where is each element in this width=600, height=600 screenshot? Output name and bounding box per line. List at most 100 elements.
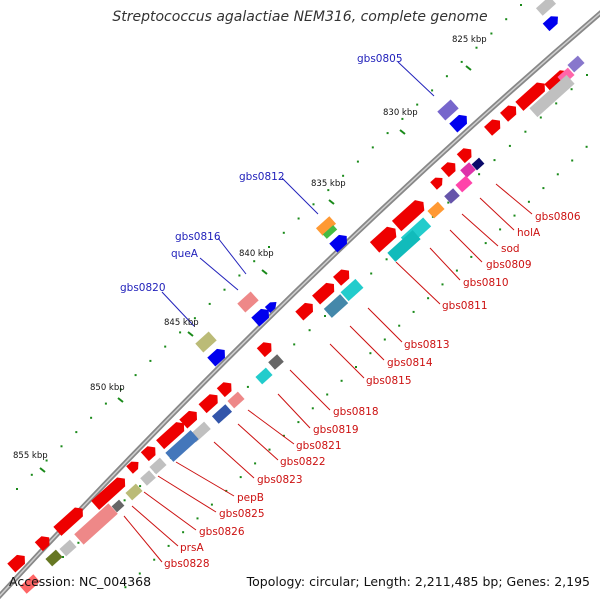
- gene-label-gbs0809[interactable]: gbs0809: [486, 259, 532, 271]
- gene-label-gbs0816[interactable]: gbs0816: [175, 231, 221, 243]
- scale-tick: [484, 242, 487, 245]
- gene-label-gbs0810[interactable]: gbs0810: [463, 277, 509, 289]
- scale-major-tick: [328, 199, 335, 205]
- scale-tick: [139, 485, 142, 488]
- gene-label-gbs0815[interactable]: gbs0815: [366, 375, 412, 387]
- scale-label-825: 825 kbp: [452, 35, 487, 45]
- leader-line: [217, 237, 247, 275]
- gene-label-gbs0823[interactable]: gbs0823: [257, 474, 303, 486]
- gene-block: [74, 503, 118, 545]
- gene-block: [149, 457, 167, 475]
- cds-arrow: [430, 177, 443, 190]
- leader-line: [461, 213, 499, 247]
- leader-line: [161, 291, 195, 327]
- scale-tick: [119, 388, 122, 391]
- scale-tick: [455, 269, 458, 272]
- gene-label-pepB[interactable]: pepB: [237, 492, 264, 504]
- gene-label-gbs0805[interactable]: gbs0805: [357, 53, 403, 65]
- cds-arrow: [34, 536, 50, 552]
- gene-arrow: [264, 301, 277, 313]
- scale-tick: [149, 359, 152, 362]
- scale-tick: [225, 489, 228, 492]
- scale-tick: [499, 228, 502, 231]
- scale-label-845: 845 kbp: [164, 318, 199, 328]
- cds-arrow: [312, 282, 335, 305]
- gene-block: [165, 430, 199, 462]
- gene-label-queA[interactable]: queA: [171, 248, 199, 260]
- leader-line: [175, 461, 235, 497]
- scale-tick: [520, 4, 522, 6]
- cds-arrow: [500, 105, 517, 122]
- gene-label-gbs0818[interactable]: gbs0818: [333, 406, 379, 418]
- scale-label-855: 855 kbp: [13, 451, 48, 461]
- scale-tick: [282, 434, 285, 437]
- scale-tick: [16, 488, 18, 490]
- scale-tick: [369, 352, 372, 355]
- genome-backbone: [0, 10, 600, 600]
- gene-label-prsA[interactable]: prsA: [180, 542, 204, 554]
- gene-label-gbs0806[interactable]: gbs0806: [535, 211, 581, 223]
- leader-line: [449, 229, 483, 263]
- gene-label-gbs0825[interactable]: gbs0825: [219, 508, 265, 520]
- scale-tick: [90, 416, 93, 419]
- gene-label-holA[interactable]: holA: [517, 227, 541, 239]
- cds-arrow: [156, 422, 185, 450]
- scale-tick: [223, 288, 226, 291]
- scale-tick: [342, 174, 345, 177]
- gene-label-gbs0819[interactable]: gbs0819: [313, 424, 359, 436]
- gene-label-gbs0812[interactable]: gbs0812: [239, 171, 285, 183]
- scale-tick: [164, 345, 167, 348]
- gene-label-gbs0811[interactable]: gbs0811: [442, 300, 488, 312]
- leader-line: [247, 409, 295, 445]
- gene-block: [227, 391, 245, 409]
- gene-label-gbs0828[interactable]: gbs0828: [164, 558, 210, 570]
- cds-arrow: [484, 119, 501, 136]
- cds-arrow: [391, 200, 425, 232]
- gene-block: [387, 230, 421, 262]
- gene-label-gbs0814[interactable]: gbs0814: [387, 357, 433, 369]
- gene-block: [340, 278, 364, 302]
- leader-line: [479, 197, 515, 231]
- scale-tick: [182, 531, 185, 534]
- scale-tick: [45, 459, 48, 462]
- gene-label-gbs0820[interactable]: gbs0820: [120, 282, 166, 294]
- gene-block: [19, 574, 41, 594]
- gene-block: [315, 216, 337, 236]
- gene-label-gbs0821[interactable]: gbs0821: [296, 440, 342, 452]
- leader-line: [429, 247, 461, 281]
- gene-block: [455, 175, 473, 193]
- scale-tick: [196, 517, 199, 520]
- scale-tick: [475, 46, 478, 49]
- gene-label-gbs0813[interactable]: gbs0813: [404, 339, 450, 351]
- gene-labels: gbs0805 gbs0812 gbs0816 queA gbs0820 gbs…: [120, 53, 581, 570]
- cds-arrow: [7, 554, 25, 573]
- gene-arrow: [329, 234, 347, 253]
- scale-tick: [478, 173, 481, 176]
- cds-arrow: [198, 394, 218, 414]
- scale-tick: [60, 445, 63, 448]
- cds-arrow: [91, 477, 126, 510]
- scale-label-850: 850 kbp: [90, 383, 125, 393]
- scale-tick: [527, 200, 530, 203]
- scale-tick: [210, 503, 213, 506]
- scale-tick: [441, 283, 444, 286]
- gene-block: [268, 354, 284, 370]
- gene-block: [444, 188, 460, 204]
- scale-tick: [179, 331, 182, 334]
- scale-tick: [253, 260, 256, 263]
- gene-label-gbs0822[interactable]: gbs0822: [280, 456, 326, 468]
- scale-tick: [167, 544, 170, 547]
- scale-tick: [385, 258, 388, 261]
- cds-arrow: [53, 507, 83, 536]
- gene-label-sod[interactable]: sod: [501, 243, 520, 255]
- scale-tick: [539, 116, 542, 119]
- scale-tick: [412, 310, 415, 313]
- gene-label-gbs0826[interactable]: gbs0826: [199, 526, 245, 538]
- scale-major-tick: [187, 331, 194, 337]
- scale-major-tick: [39, 467, 46, 473]
- leader-lines: [123, 61, 533, 563]
- leader-line: [367, 307, 403, 343]
- scale-tick: [586, 74, 588, 76]
- scale-tick: [340, 379, 343, 382]
- gene-block: [322, 225, 338, 239]
